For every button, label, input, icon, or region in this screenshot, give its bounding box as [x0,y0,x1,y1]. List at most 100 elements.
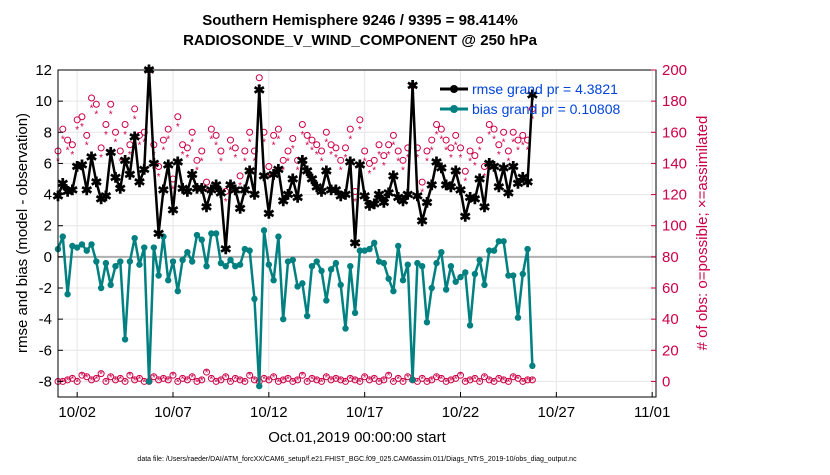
bias-point [390,287,397,295]
obs-possible-marker [519,377,527,385]
bias-point [308,263,316,270]
left-tick-label: -2 [39,280,52,297]
obs-assimilated-marker: * [459,371,463,382]
obs-possible-marker [418,374,426,382]
obs-assimilated-marker: * [363,373,367,384]
obs-assimilated-marker: * [229,145,233,156]
obs-assimilated-marker: * [75,125,79,136]
right-tick-label: 120 [662,187,687,204]
rmse-series: ✱✱✱✱✱✱✱✱✱✱✱✱✱✱✱✱✱✱✱✱✱✱✱✱✱✱✱✱✱✱✱✱✱✱✱✱✱✱✱✱… [52,62,538,257]
rmse-point: ✱ [435,160,447,176]
obs-assimilated-marker: * [305,377,309,388]
data-file-footer: data file: /Users/raeder/DAI/ATM_forcXX/… [137,456,577,463]
obs-assimilated-marker: * [439,374,443,385]
obs-assimilated-marker: * [248,138,252,149]
bias-point [131,234,138,242]
obs-possible-marker [428,376,436,384]
obs-assimilated-marker: * [454,141,458,152]
obs-assimilated-marker: * [401,377,405,388]
obs-possible-marker [193,156,201,164]
y-axis-label-right: # of obs: o=possible; ×=assimilated [694,116,711,351]
rmse-point: ✱ [469,191,481,207]
obs-possible-marker [183,144,191,152]
obs-possible-marker [92,100,100,108]
rmse-point: ✱ [416,213,428,229]
obs-possible-marker [457,144,464,152]
obs-assimilated-marker: * [406,153,410,164]
obs-assimilated-marker: * [377,150,381,161]
obs-possible-marker [361,373,369,381]
rmse-point: ✱ [182,183,194,199]
obs-assimilated-marker: * [401,166,405,177]
bias-point [246,247,253,254]
obs-possible-marker [241,377,249,385]
obs-possible-marker [332,374,340,382]
obs-assimilated-marker: * [133,114,137,125]
obs-assimilated-marker: * [262,374,266,385]
bias-point [505,272,512,279]
bias-point [227,256,234,264]
obs-possible-marker [461,167,469,175]
bias-point [294,283,301,290]
obs-assimilated-marker: * [99,370,103,381]
obs-assimilated-marker: * [334,153,338,164]
bias-point [179,256,186,264]
obs-assimilated-marker: * [516,374,520,385]
rmse-point: ✱ [148,155,160,171]
obs-possible-marker [164,376,172,384]
obs-possible-marker [121,377,129,385]
x-tick-label: 10/27 [538,404,576,421]
obs-possible-marker [164,125,172,133]
obs-possible-marker [265,163,273,171]
obs-assimilated-marker: * [468,376,472,387]
rmse-point: ✱ [320,163,332,179]
obs-possible-marker [135,374,143,382]
bias-point [64,291,71,298]
obs-assimilated-marker: * [483,373,487,384]
obs-assimilated-marker: * [152,373,156,384]
obs-assimilated-marker: * [415,153,419,164]
rmse-point: ✱ [455,182,467,198]
obs-possible-marker [447,144,455,152]
bias-point [404,261,411,268]
bias-point [222,263,229,270]
obs-assimilated-marker: * [200,156,204,167]
bias-point [462,269,469,276]
obs-assimilated-marker: * [272,373,276,384]
bias-point [342,325,349,332]
rmse-point: ✱ [114,180,126,196]
bias-point [332,259,340,267]
bias-point [471,270,479,278]
rmse-point: ✱ [81,182,93,198]
rmse-point: ✱ [138,162,150,178]
obs-assimilated-marker: * [233,153,237,164]
bias-point [145,378,153,385]
obs-possible-marker [102,121,110,128]
obs-possible-marker [418,178,426,186]
obs-assimilated-marker: * [238,181,242,192]
obs-assimilated-marker: * [267,376,271,387]
obs-possible-marker [212,131,220,139]
obs-possible-marker [274,125,282,133]
obs-possible-marker [471,374,479,382]
x-tick-label: 10/22 [442,404,480,421]
obs-possible-marker [250,376,258,384]
obs-assimilated-marker: * [214,377,218,388]
obs-assimilated-marker: * [138,141,142,152]
rmse-point: ✱ [292,190,304,206]
obs-assimilated-marker: * [114,138,118,149]
obs-possible-marker [121,121,129,128]
x-tick-label: 10/07 [154,404,192,421]
obs-possible-marker [389,131,397,139]
rmse-point: ✱ [119,152,131,168]
obs-possible-marker [112,376,119,384]
obs-assimilated-marker: * [109,110,113,121]
bias-point [169,258,177,265]
bias-point [136,261,143,268]
obs-assimilated-marker: * [463,177,467,188]
obs-assimilated-marker: * [353,197,357,208]
obs-possible-marker [260,374,268,382]
obs-assimilated-marker: * [473,374,477,385]
bias-point [395,242,402,250]
obs-possible-marker [370,156,378,164]
